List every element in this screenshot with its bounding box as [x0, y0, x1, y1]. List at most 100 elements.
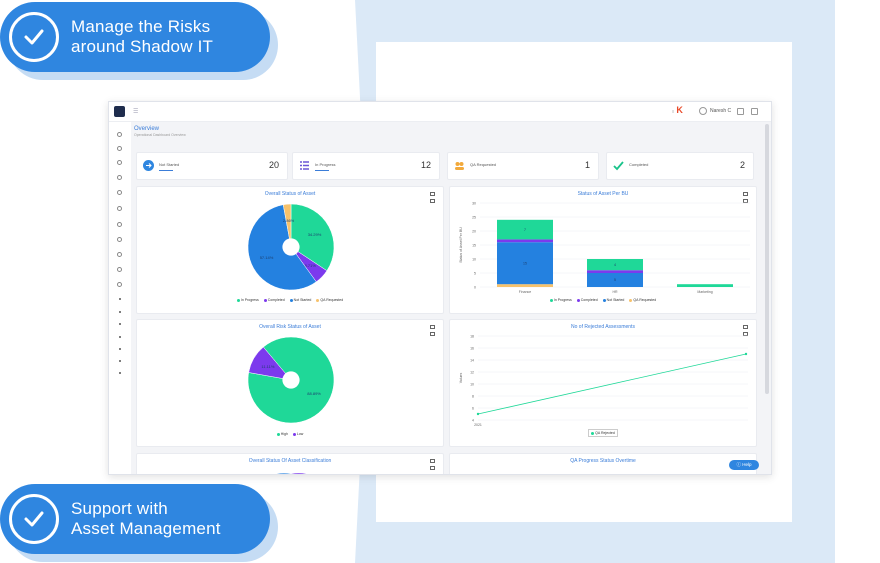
kpi-card-completed[interactable]: Completed 2: [606, 152, 754, 180]
banner-line: Support with: [71, 499, 168, 518]
panel-tools: [430, 325, 435, 339]
y-tick-label: 5: [474, 272, 476, 276]
table-icon[interactable]: [430, 199, 435, 203]
chat-icon[interactable]: [117, 206, 122, 211]
legend-label: High: [280, 432, 288, 436]
kpi-label: Completed: [629, 162, 649, 167]
gear-icon[interactable]: [117, 237, 122, 242]
pie-label: 11.11%: [261, 364, 274, 369]
menu-icon[interactable]: ☰: [133, 109, 139, 115]
search-icon[interactable]: [117, 222, 122, 227]
legend-label: Low: [296, 432, 304, 436]
line-point: [744, 352, 748, 356]
legend-item: Not Started: [289, 298, 312, 302]
notification-icon[interactable]: [737, 108, 744, 115]
tools-icon[interactable]: [117, 252, 122, 257]
edit-icon[interactable]: [430, 325, 435, 329]
table-icon[interactable]: [430, 332, 435, 336]
dot-icon[interactable]: [119, 323, 121, 325]
table-icon[interactable]: [430, 466, 435, 470]
y-tick-label: 20: [472, 230, 476, 234]
mail-icon[interactable]: [751, 108, 758, 115]
kpi-value: 2: [739, 160, 745, 170]
legend-label: QA Rejected: [595, 431, 615, 435]
panel-risk-status: Overall Risk Status of Asset 88.89% 11.11…: [136, 319, 444, 447]
help-label: Help: [742, 462, 752, 467]
chart-legend: In Progress Completed Not Started QA Req…: [450, 298, 756, 302]
legend-label: QA Requested: [633, 298, 657, 302]
kpi-card-qa-requested[interactable]: QA Requested 1: [447, 152, 599, 180]
y-tick-label: 30: [472, 202, 476, 206]
pie-slice: [282, 203, 292, 248]
panel-tools: [430, 192, 435, 206]
panel-qa-progress: QA Progress Status Overtime: [449, 453, 757, 474]
legend-label: Not Started: [293, 298, 312, 302]
pie-label: 57.14%: [260, 255, 274, 260]
edit-icon[interactable]: [430, 459, 435, 463]
line-point: [476, 412, 480, 416]
pie-label: 5.71%: [305, 263, 317, 268]
kpi-value: 20: [268, 160, 279, 170]
brand-logo: ≡ K: [672, 105, 683, 115]
kpi-card-not-started[interactable]: Not Started 20: [136, 152, 288, 180]
legend-item: Completed: [263, 298, 285, 302]
panel-title: No of Rejected Assessments: [571, 324, 635, 330]
top-bar: ☰ ≡ K Naresh C: [109, 102, 771, 122]
dot-icon[interactable]: [119, 372, 121, 374]
panel-overall-status: Overall Status of Asset 34.29% 5.71% 57.14…: [136, 186, 444, 314]
chart-legend: QA Rejected: [450, 429, 756, 437]
scrollbar[interactable]: [765, 124, 769, 394]
panel-tools: [743, 192, 748, 206]
dot-icon[interactable]: [119, 298, 121, 300]
dot-icon[interactable]: [119, 348, 121, 350]
x-tick-label: HR: [612, 290, 618, 294]
classification-pie-chart: [277, 473, 306, 474]
bar-data-label: 15: [523, 261, 527, 265]
y-tick-label: 0: [474, 286, 476, 290]
user-menu[interactable]: Naresh C: [699, 107, 731, 115]
home-icon[interactable]: [117, 132, 122, 137]
y-tick-label: 15: [472, 244, 476, 248]
pie-hole: [282, 371, 300, 389]
dashboard-app: ☰ ≡ K Naresh C: [108, 101, 772, 475]
chart-legend: High Low: [137, 432, 443, 436]
kpi-underline: [159, 170, 173, 171]
legend-label: In Progress: [553, 298, 572, 302]
bu-bar-chart: 0 5 10 15 20 25 30 Status of Asset Per BU 15 7 Fin…: [459, 202, 750, 294]
banner-line: Manage the Risks: [71, 17, 211, 36]
help-button[interactable]: ⓘ Help: [729, 460, 759, 470]
table-icon[interactable]: [743, 199, 748, 203]
arrow-right-icon: [143, 160, 154, 171]
kpi-label: In Progress: [315, 162, 336, 167]
edit-icon[interactable]: [430, 192, 435, 196]
panel-title: Overall Risk Status of Asset: [259, 324, 321, 330]
link-icon[interactable]: [117, 190, 122, 195]
y-tick-label: 25: [472, 216, 476, 220]
kpi-underline: [315, 170, 329, 171]
x-tick-label: 2021: [474, 423, 482, 427]
edit-icon[interactable]: [743, 192, 748, 196]
x-tick-label: Finance: [519, 290, 532, 294]
bar-segment: [587, 259, 643, 271]
monitor-icon[interactable]: [117, 267, 122, 272]
plus-icon[interactable]: [117, 146, 122, 151]
kpi-label: Not Started: [159, 162, 180, 167]
eye-icon[interactable]: [117, 160, 122, 165]
kpi-card-in-progress[interactable]: In Progress 12: [292, 152, 440, 180]
dot-icon[interactable]: [119, 360, 121, 362]
dot-icon[interactable]: [119, 336, 121, 338]
globe-icon[interactable]: [117, 282, 122, 287]
check-icon: [613, 161, 624, 171]
database-icon[interactable]: [117, 175, 122, 180]
bar-data-label: 7: [524, 228, 526, 232]
banner-line: Asset Management: [71, 519, 221, 538]
kpi-label: QA Requested: [470, 162, 497, 167]
chart-legend: In Progress Completed Not Started QA Req…: [137, 298, 443, 302]
legend-item: Low: [292, 432, 304, 436]
table-icon[interactable]: [743, 332, 748, 336]
dot-icon[interactable]: [119, 311, 121, 313]
rejected-line-chart: 4 6 8 10 12 14 16 18 Values 2021: [459, 335, 748, 427]
bar-segment: [587, 270, 643, 273]
edit-icon[interactable]: [743, 325, 748, 329]
x-tick-label: Marketing: [697, 290, 712, 294]
